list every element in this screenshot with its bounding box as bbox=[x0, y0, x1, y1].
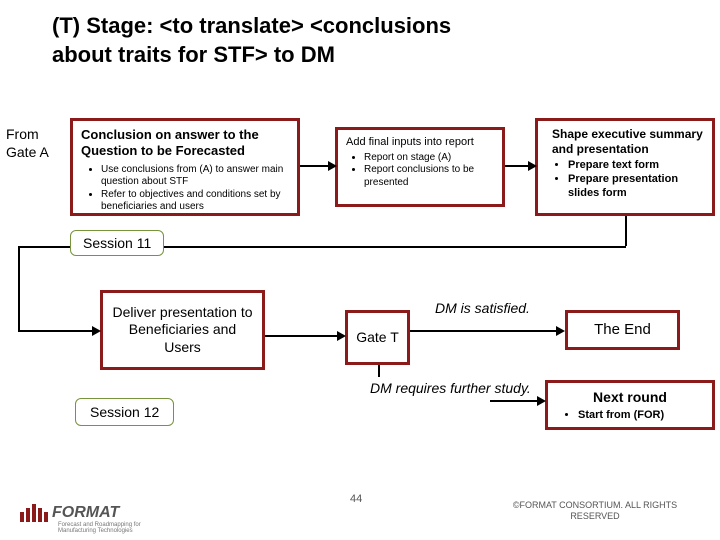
flow-line bbox=[18, 330, 98, 332]
flow-line bbox=[18, 246, 20, 330]
bullet: Report conclusions to be presented bbox=[364, 164, 494, 189]
box-add-final-header: Add final inputs into report bbox=[346, 136, 494, 150]
box-next-header: Next round bbox=[556, 389, 704, 407]
logo-bars-icon bbox=[20, 504, 48, 522]
bullet: Prepare text form bbox=[568, 159, 704, 173]
box-shape-header: Shape executive summary and presentation bbox=[546, 127, 704, 157]
box-conclusion: Conclusion on answer to the Question to … bbox=[70, 118, 300, 216]
arrow-icon bbox=[92, 326, 101, 336]
box-add-final: Add final inputs into report Report on s… bbox=[335, 127, 505, 207]
box-gate-t: Gate T bbox=[345, 310, 410, 365]
dm-satisfied-label: DM is satisfied. bbox=[435, 300, 530, 317]
flow-line bbox=[410, 330, 560, 332]
flow-line bbox=[490, 400, 542, 402]
session-12-badge: Session 12 bbox=[75, 398, 174, 426]
page-number: 44 bbox=[350, 493, 362, 505]
box-the-end: The End bbox=[565, 310, 680, 350]
logo-subtitle: Forecast and Roadmapping for Manufacturi… bbox=[58, 522, 178, 534]
dm-requires-label: DM requires further study. bbox=[370, 380, 531, 397]
flow-line bbox=[265, 335, 343, 337]
arrow-icon bbox=[556, 326, 565, 336]
box-deliver: Deliver presentation to Beneficiaries an… bbox=[100, 290, 265, 370]
bullet: Report on stage (A) bbox=[364, 152, 494, 165]
flow-line bbox=[625, 216, 627, 246]
from-gate-label: From Gate A bbox=[6, 125, 49, 161]
bullet: Use conclusions from (A) to answer main … bbox=[101, 164, 289, 189]
bullet: Refer to objectives and conditions set b… bbox=[101, 189, 289, 214]
bullet: Prepare presentation slides form bbox=[568, 173, 704, 201]
bullet: Start from (FOR) bbox=[578, 409, 704, 423]
box-conclusion-header: Conclusion on answer to the Question to … bbox=[81, 127, 289, 160]
logo-text: FORMAT bbox=[52, 504, 119, 522]
arrow-icon bbox=[337, 331, 346, 341]
copyright-text: ©FORMAT CONSORTIUM. ALL RIGHTS RESERVED bbox=[495, 500, 695, 522]
box-next-round: Next round Start from (FOR) bbox=[545, 380, 715, 430]
arrow-icon bbox=[328, 161, 337, 171]
arrow-icon bbox=[537, 396, 546, 406]
box-shape-summary: Shape executive summary and presentation… bbox=[535, 118, 715, 216]
arrow-icon bbox=[528, 161, 537, 171]
session-11-badge: Session 11 bbox=[70, 230, 164, 256]
flow-line bbox=[378, 365, 380, 377]
slide-title: (T) Stage: <to translate> <conclusions a… bbox=[52, 12, 452, 69]
format-logo: FORMAT Forecast and Roadmapping for Manu… bbox=[20, 504, 119, 522]
